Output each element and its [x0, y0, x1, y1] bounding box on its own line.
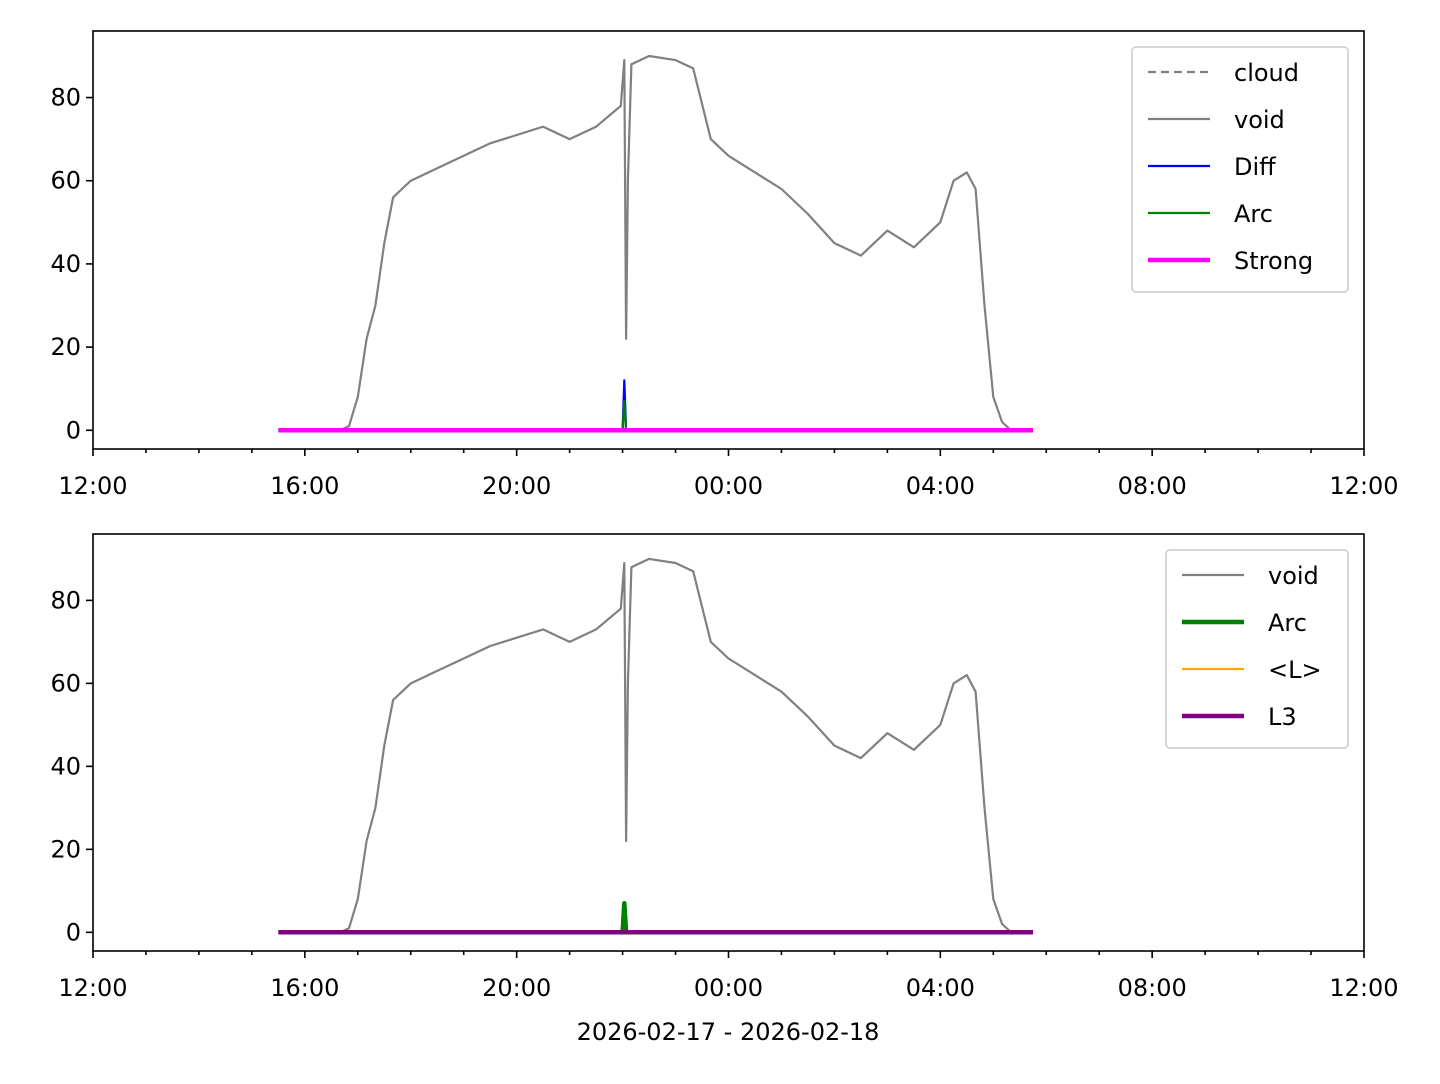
series-line-arc [278, 901, 1033, 935]
series-line-void [278, 54, 1033, 432]
x-tick-label: 20:00 [482, 472, 551, 500]
y-tick-label: 60 [50, 669, 81, 697]
y-tick-label: 80 [50, 84, 81, 112]
legend-label: Arc [1268, 609, 1307, 637]
y-tick-label: 40 [50, 752, 81, 780]
x-tick-label: 20:00 [482, 974, 551, 1002]
y-tick-label: 0 [66, 918, 81, 946]
x-tick-label: 12:00 [58, 472, 127, 500]
x-tick-label: 04:00 [906, 472, 975, 500]
y-tick-label: 20 [50, 835, 81, 863]
x-tick-label: 08:00 [1118, 472, 1187, 500]
series-line-arc [278, 400, 1033, 432]
y-tick-label: 80 [50, 586, 81, 614]
legend [1131, 46, 1349, 293]
top-chart-panel: 0 20 40 60 80 12:00 16:00 20:00 00:00 04:00 08:00 1… [50, 30, 1399, 500]
y-tick-label: 0 [66, 416, 81, 444]
legend-label: void [1268, 562, 1319, 590]
legend-label: Strong [1234, 247, 1313, 275]
x-tick-label: 12:00 [58, 974, 127, 1002]
legend-label: Arc [1234, 200, 1273, 228]
y-tick-label: 60 [50, 167, 81, 195]
x-tick-label: 04:00 [906, 974, 975, 1002]
legend-label: cloud [1234, 59, 1299, 87]
x-tick-label: 00:00 [694, 974, 763, 1002]
series-line-diff [278, 379, 1033, 432]
x-tick-label: 00:00 [694, 472, 763, 500]
x-tick-label: 12:00 [1329, 472, 1398, 500]
bottom-chart-panel: 0 20 40 60 80 12:00 16:00 20:00 00:00 04:00 08:00 1… [50, 533, 1399, 1002]
x-tick-label: 16:00 [270, 974, 339, 1002]
legend-label: void [1234, 106, 1285, 134]
y-tick-label: 20 [50, 333, 81, 361]
x-tick-label: 16:00 [270, 472, 339, 500]
legend-label: <L> [1268, 656, 1322, 684]
y-tick-label: 40 [50, 250, 81, 278]
x-axis-label: 2026-02-17 - 2026-02-18 [577, 1018, 880, 1046]
legend-label: L3 [1268, 703, 1297, 731]
legend-label: Diff [1234, 153, 1276, 181]
legend [1165, 549, 1349, 749]
x-tick-label: 12:00 [1329, 974, 1398, 1002]
series-line-void [278, 557, 1033, 934]
x-tick-label: 08:00 [1118, 974, 1187, 1002]
